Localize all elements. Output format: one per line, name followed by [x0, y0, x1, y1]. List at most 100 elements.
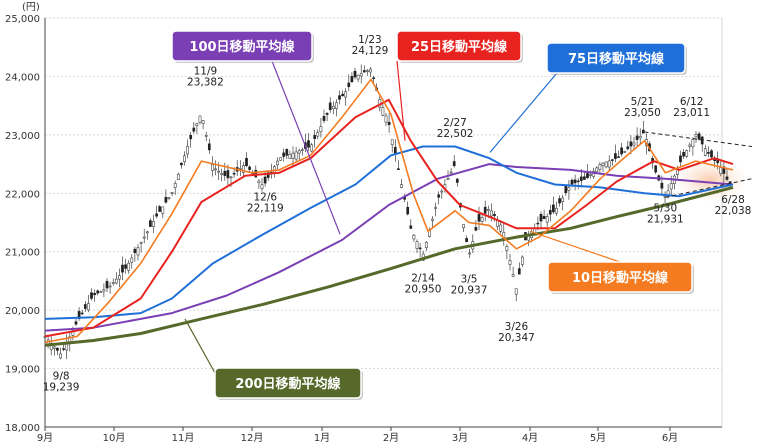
candle-body — [589, 174, 592, 176]
candle-body — [319, 126, 323, 133]
candle-body — [431, 218, 434, 221]
candle-body — [579, 176, 583, 181]
candle-body — [390, 139, 394, 146]
x-tick-label: 1月 — [314, 432, 330, 444]
candle-body — [629, 141, 633, 147]
candle-body — [114, 278, 118, 284]
candle-body — [300, 149, 304, 151]
annotation-value: 21,931 — [647, 213, 684, 225]
candle-body — [381, 107, 385, 116]
candle-body — [508, 260, 512, 265]
candle-body — [108, 285, 112, 288]
candle-body — [409, 225, 413, 229]
candle-body — [691, 139, 695, 148]
candle-body — [601, 162, 605, 166]
candle-body — [682, 152, 685, 157]
candle-body — [366, 70, 369, 72]
candle-body — [201, 120, 205, 124]
candle-body — [170, 192, 174, 194]
candle-body — [145, 231, 149, 234]
candle-body — [679, 155, 682, 163]
series-label-box: 200日移動平均線 — [214, 367, 363, 400]
trend-lines — [644, 131, 753, 198]
candle-body — [486, 209, 490, 211]
annotation-date: 1/23 — [358, 34, 382, 46]
candle-body — [77, 311, 81, 319]
series-label: 200日移動平均線 — [235, 376, 341, 392]
candle-body — [607, 160, 611, 168]
candle-body — [136, 247, 140, 256]
candle-body — [294, 151, 298, 160]
label-pointer — [396, 60, 406, 141]
candle-body — [641, 129, 645, 134]
candle-body — [548, 210, 552, 215]
annotation-date: 6/28 — [721, 194, 745, 206]
candle-body — [499, 224, 503, 232]
candle-body — [654, 165, 658, 173]
candle-body — [198, 115, 202, 123]
candle-body — [204, 135, 208, 137]
candle-body — [310, 144, 313, 152]
candle-body — [697, 133, 701, 140]
annotation-date: 5/30 — [654, 202, 678, 214]
candle-body — [635, 135, 639, 140]
annotation-value: 20,347 — [498, 332, 535, 344]
candle-body — [56, 347, 59, 351]
candle-body — [359, 73, 363, 77]
candlesticks — [43, 64, 732, 360]
candle-body — [207, 143, 211, 151]
series-label: 100日移動平均線 — [189, 39, 295, 55]
candle-body — [266, 172, 270, 178]
y-tick-label: 23,000 — [5, 131, 40, 142]
candle-body — [474, 227, 478, 231]
candle-body — [719, 167, 723, 174]
annotation-date: 11/9 — [194, 66, 218, 78]
annotation-date: 5/21 — [631, 96, 655, 108]
candle-body — [133, 248, 137, 254]
candle-body — [316, 132, 320, 137]
candle-body — [356, 74, 360, 80]
candle-body — [189, 135, 193, 140]
candle-body — [638, 136, 642, 139]
label-pointer — [271, 60, 341, 235]
candle-body — [282, 152, 286, 157]
annotation-value: 22,038 — [715, 205, 752, 217]
label-pointer — [489, 72, 558, 153]
candle-body — [195, 123, 199, 127]
candle-body — [397, 168, 400, 170]
series-label: 10日移動平均線 — [572, 270, 669, 286]
series-label-box: 75日移動平均線 — [546, 42, 687, 75]
candle-body — [542, 216, 546, 220]
candle-body — [710, 150, 713, 158]
annotation-date: 3/5 — [461, 273, 478, 285]
candle-body — [626, 146, 630, 150]
candle-body — [322, 115, 326, 121]
candle-body — [685, 150, 689, 157]
candle-body — [93, 293, 96, 296]
annotation-date: 9/8 — [53, 371, 70, 383]
series-label-box: 25日移動平均線 — [396, 30, 523, 63]
annotation-value: 20,937 — [451, 284, 488, 296]
annotation-value: 24,129 — [352, 45, 389, 57]
candle-body — [338, 95, 341, 100]
x-tick-label: 11月 — [172, 432, 195, 444]
candle-body — [462, 224, 465, 229]
candle-body — [561, 197, 565, 202]
candle-body — [465, 238, 468, 243]
candle-body — [152, 221, 155, 227]
candle-body — [415, 241, 419, 249]
candle-body — [694, 134, 698, 138]
candle-body — [90, 292, 93, 299]
candle-body — [288, 153, 292, 159]
candle-body — [180, 162, 183, 166]
candle-body — [59, 353, 62, 359]
x-axis-labels: 9月 10月 11月 12月 1月 2月 3月 4月 5月 6月 — [37, 432, 678, 444]
series-label: 75日移動平均線 — [568, 51, 665, 67]
x-tick-label: 4月 — [522, 432, 538, 444]
label-pointer — [184, 318, 216, 374]
candle-body — [505, 246, 509, 251]
candle-body — [480, 217, 484, 222]
candle-body — [124, 264, 127, 269]
